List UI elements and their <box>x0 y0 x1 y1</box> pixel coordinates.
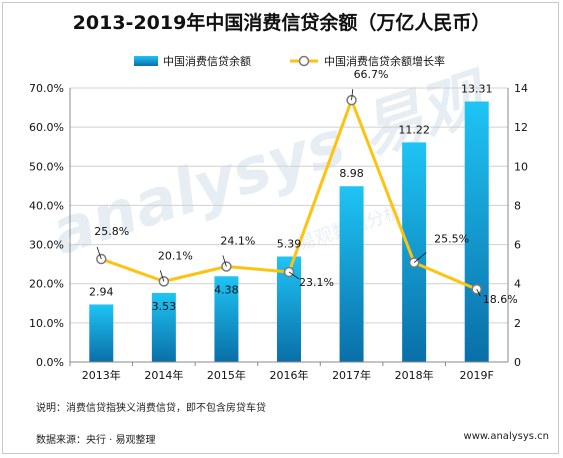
bar-6 <box>464 101 489 363</box>
y-right-tick-label: 2 <box>514 317 521 330</box>
y-right-tick-label: 12 <box>514 121 528 134</box>
line-value-label: 24.1% <box>220 234 255 247</box>
y-left-tick-label: 50.0% <box>29 160 64 173</box>
y-right-tick-label: 14 <box>514 82 528 95</box>
x-tick-label: 2014年 <box>144 368 183 382</box>
legend: 中国消费信贷余额 中国消费信贷余额增长率 <box>134 54 445 68</box>
x-tick-label: 2019F <box>460 369 494 382</box>
chart-title: 2013-2019年中国消费信贷余额（万亿人民币） <box>72 12 491 34</box>
line-value-label: 18.6% <box>483 293 518 306</box>
data-source: 数据来源：央行 · 易观整理 <box>36 435 156 446</box>
bar-4 <box>339 186 364 362</box>
combo-chart: analysys 易观易观数据分析 0.0%10.0%20.0%30.0%40.… <box>29 54 528 382</box>
y-left-tick-label: 20.0% <box>29 278 64 291</box>
x-tick-label: 2015年 <box>207 368 246 382</box>
chart-frame <box>2 2 559 454</box>
line-value-label: 23.1% <box>299 276 334 289</box>
legend-line-label: 中国消费信贷余额增长率 <box>324 54 445 68</box>
label-leader <box>96 246 102 260</box>
label-leader <box>476 289 481 297</box>
bar-value-label: 5.39 <box>277 238 302 251</box>
bar-value-label: 8.98 <box>339 167 364 180</box>
bar-value-label: 11.22 <box>398 123 430 136</box>
y-right-tick-label: 0 <box>514 356 521 369</box>
label-leader <box>222 255 227 267</box>
x-tick-label: 2017年 <box>332 368 371 382</box>
y-left-tick-label: 10.0% <box>29 317 64 330</box>
label-leader <box>159 270 165 282</box>
line-value-label: 66.7% <box>354 68 389 81</box>
y-right-tick-label: 8 <box>514 199 521 212</box>
legend-bar-swatch <box>134 56 158 66</box>
y-left-tick-label: 60.0% <box>29 121 64 134</box>
label-leader <box>351 89 354 101</box>
bar-5 <box>402 142 427 362</box>
website-url: www.analysys.cn <box>463 431 549 442</box>
legend-bar-label: 中国消费信贷余额 <box>163 54 251 68</box>
x-tick-label: 2013年 <box>82 368 121 382</box>
y-right-tick-label: 4 <box>514 278 521 291</box>
line-value-label: 25.8% <box>94 225 129 238</box>
y-left-tick-label: 40.0% <box>29 199 64 212</box>
y-right-tick-label: 10 <box>514 160 528 173</box>
bar-value-label: 3.53 <box>152 300 177 313</box>
x-tick-label: 2016年 <box>270 368 309 382</box>
legend-line-marker <box>298 55 310 67</box>
y-left-tick-label: 70.0% <box>29 82 64 95</box>
bar-value-label: 4.38 <box>214 283 239 296</box>
y-left-tick-label: 0.0% <box>36 356 64 369</box>
chart-note: 说明：消费信贷指狭义消费信贷，即不包含房贷车贷 <box>36 403 266 414</box>
bar-value-label: 2.94 <box>89 285 114 298</box>
bar-1 <box>151 292 176 362</box>
bar-0 <box>89 304 114 362</box>
bar-value-label: 13.31 <box>461 83 493 96</box>
y-right-tick-label: 6 <box>514 239 521 252</box>
line-value-label: 25.5% <box>434 233 469 246</box>
line-value-label: 20.1% <box>158 249 193 262</box>
y-left-tick-label: 30.0% <box>29 239 64 252</box>
bar-2 <box>214 276 239 362</box>
label-leader <box>288 271 300 280</box>
x-tick-label: 2018年 <box>395 368 434 382</box>
label-leader <box>413 252 427 263</box>
